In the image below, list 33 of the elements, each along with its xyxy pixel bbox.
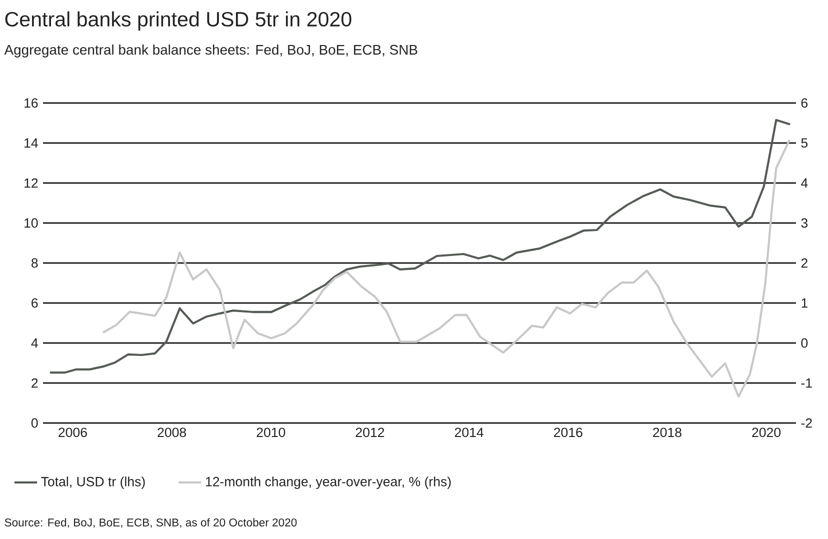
y-tick-label: 16 bbox=[24, 98, 38, 108]
y-tick-label: 12 bbox=[24, 178, 38, 188]
y2-tick-label: 0 bbox=[801, 338, 808, 348]
source-note: Source: Fed, BoJ, BoE, ECB, SNB, as of 20 October 2020 bbox=[4, 518, 297, 528]
x-tick-label: 2010 bbox=[256, 428, 286, 438]
line-series bbox=[102, 138, 791, 398]
y-tick-label: 10 bbox=[24, 218, 38, 228]
chart-title: Central banks printed USD 5tr in 2020 bbox=[5, 11, 352, 31]
y2-tick-label: 6 bbox=[801, 98, 808, 108]
y-tick-label: 0 bbox=[31, 418, 38, 428]
x-tick-label: 2008 bbox=[158, 428, 186, 438]
x-tick-label: 2012 bbox=[356, 428, 384, 438]
y-tick-label: 6 bbox=[32, 298, 38, 308]
y2-tick-label: 3 bbox=[801, 218, 808, 228]
y-tick-label: 4 bbox=[31, 338, 38, 348]
x-tick-label: 2006 bbox=[58, 428, 87, 438]
x-tick-label: 2014 bbox=[454, 428, 484, 438]
y2-tick-label: 4 bbox=[801, 178, 808, 188]
legend-label: Total, USD tr (lhs) bbox=[41, 476, 145, 489]
y2-tick-label: 5 bbox=[801, 138, 808, 148]
x-tick-label: 2018 bbox=[653, 428, 682, 438]
y-tick-label: 2 bbox=[32, 378, 38, 388]
x-tick-label: 2020 bbox=[752, 428, 781, 438]
y2-tick-label: -2 bbox=[801, 418, 812, 428]
y2-tick-label: 2 bbox=[801, 258, 808, 268]
y2-tick-label: -1 bbox=[801, 378, 812, 388]
y-tick-label: 14 bbox=[24, 138, 38, 148]
x-tick-label: 2016 bbox=[554, 428, 582, 438]
y2-tick-label: 1 bbox=[802, 298, 808, 308]
chart-subtitle: Aggregate central bank balance sheets: Fed, BoJ, BoE, ECB, SNB bbox=[4, 44, 418, 58]
line-series bbox=[48, 118, 792, 374]
legend-label: 12-month change, year-over-year, % (rhs) bbox=[206, 476, 451, 489]
y-tick-label: 8 bbox=[32, 258, 38, 268]
